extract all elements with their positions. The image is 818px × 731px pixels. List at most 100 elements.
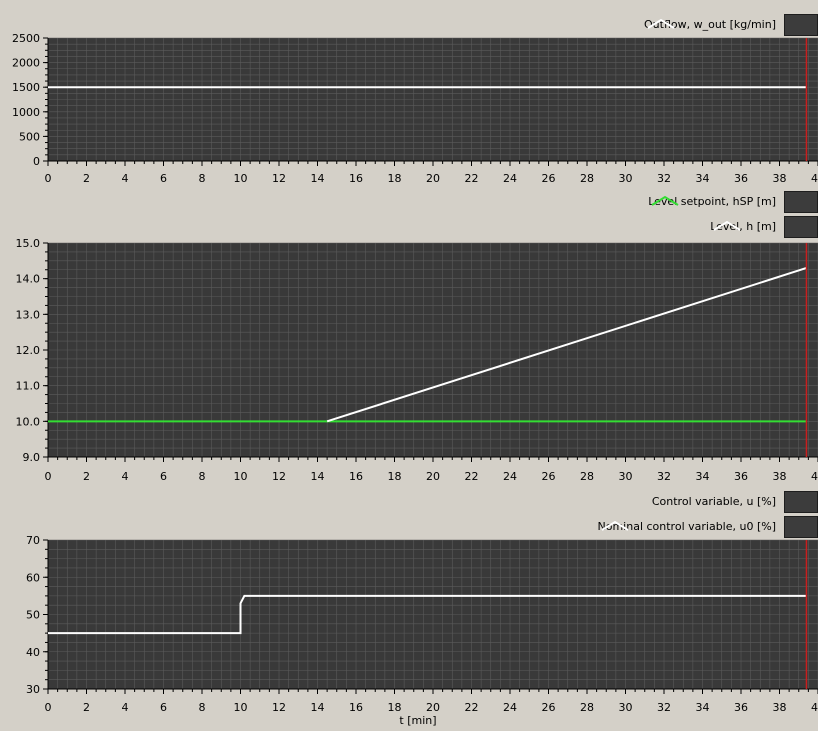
x-tick-label: 26: [542, 701, 556, 714]
x-tick-label: 10: [234, 470, 248, 483]
x-tick-label: 40: [811, 701, 818, 714]
x-tick-label: 36: [734, 470, 748, 483]
y-tick-label: 40: [26, 646, 40, 659]
x-tick-label: 22: [465, 172, 479, 185]
x-tick-label: 34: [696, 172, 710, 185]
y-tick-label: 13.0: [16, 308, 41, 321]
x-tick-label: 30: [619, 172, 633, 185]
x-tick-label: 4: [122, 470, 129, 483]
legend-label: Control variable, u [%]: [651, 495, 776, 508]
y-tick-label: 15.0: [16, 237, 41, 250]
x-tick-label: 6: [160, 470, 167, 483]
y-tick-label: 60: [26, 571, 40, 584]
x-tick-label: 36: [734, 701, 748, 714]
x-tick-label: 0: [45, 172, 52, 185]
x-tick-label: 14: [311, 172, 325, 185]
x-tick-label: 22: [465, 701, 479, 714]
y-tick-label: 50: [26, 609, 40, 622]
x-tick-label: 20: [426, 701, 440, 714]
x-tick-label: 26: [542, 470, 556, 483]
x-tick-label: 38: [773, 701, 787, 714]
x-tick-label: 34: [696, 701, 710, 714]
series-line: [48, 594, 807, 635]
x-tick-label: 10: [234, 701, 248, 714]
x-tick-label: 16: [349, 701, 363, 714]
white-trace-icon[interactable]: [600, 516, 818, 538]
x-tick-label: 28: [580, 701, 594, 714]
y-tick-label: 9.0: [23, 451, 41, 464]
y-tick-label: 12.0: [16, 344, 41, 357]
x-tick-label: 8: [199, 172, 206, 185]
x-tick-label: 0: [45, 701, 52, 714]
x-axis-title: t [min]: [399, 714, 437, 727]
x-tick-label: 24: [503, 470, 517, 483]
x-tick-label: 18: [388, 470, 402, 483]
x-tick-label: 4: [122, 701, 129, 714]
chart-outflow: 0246810121416182022242628303234363840050…: [12, 32, 818, 185]
x-tick-label: 26: [542, 172, 556, 185]
x-tick-label: 32: [657, 172, 671, 185]
legend-control: Control variable, u [%]: [652, 490, 818, 514]
y-tick-label: 10.0: [16, 415, 41, 428]
chart-control: 0246810121416182022242628303234363840304…: [26, 534, 818, 714]
x-tick-label: 28: [580, 172, 594, 185]
legend-label: Nominal control variable, u0 [%]: [597, 520, 777, 533]
x-tick-label: 24: [503, 172, 517, 185]
legend-level: Level, h [m]: [710, 215, 818, 239]
green-trace-icon[interactable]: [651, 191, 818, 213]
x-tick-label: 4: [122, 172, 129, 185]
x-tick-label: 0: [45, 470, 52, 483]
legend-label: Outflow, w_out [kg/min]: [644, 18, 776, 31]
x-tick-label: 38: [773, 470, 787, 483]
x-tick-label: 20: [426, 172, 440, 185]
chart-level: 02468101214161820222426283032343638409.0…: [16, 237, 818, 483]
x-tick-label: 6: [160, 701, 167, 714]
x-tick-label: 40: [811, 470, 818, 483]
x-tick-label: 30: [619, 701, 633, 714]
series-line: [326, 267, 807, 423]
x-tick-label: 2: [83, 701, 90, 714]
x-tick-label: 6: [160, 172, 167, 185]
x-tick-label: 12: [272, 470, 286, 483]
x-tick-label: 12: [272, 701, 286, 714]
y-tick-label: 11.0: [16, 380, 41, 393]
legend-nominal: Nominal control variable, u0 [%]: [598, 515, 818, 539]
x-tick-label: 36: [734, 172, 748, 185]
x-tick-label: 8: [199, 470, 206, 483]
x-tick-label: 20: [426, 470, 440, 483]
x-tick-label: 2: [83, 470, 90, 483]
x-tick-label: 16: [349, 172, 363, 185]
x-tick-label: 18: [388, 172, 402, 185]
legend-setpoint: Level setpoint, hSP [m]: [648, 190, 818, 214]
x-tick-label: 22: [465, 470, 479, 483]
chart-panel-level: 02468101214161820222426283032343638409.0…: [0, 190, 818, 490]
x-tick-label: 30: [619, 470, 633, 483]
y-tick-label: 0: [33, 155, 40, 168]
chart-panel-control: 0246810121416182022242628303234363840304…: [0, 490, 818, 731]
empty-trace-icon[interactable]: [784, 491, 818, 513]
x-tick-label: 38: [773, 172, 787, 185]
x-tick-label: 32: [657, 701, 671, 714]
x-tick-label: 14: [311, 701, 325, 714]
y-tick-label: 2500: [12, 32, 40, 45]
y-tick-label: 70: [26, 534, 40, 547]
legend-outflow: Outflow, w_out [kg/min]: [644, 13, 818, 37]
y-tick-label: 1000: [12, 106, 40, 119]
white-trace-icon[interactable]: [647, 14, 818, 36]
x-tick-label: 10: [234, 172, 248, 185]
y-tick-label: 14.0: [16, 273, 41, 286]
y-tick-label: 2000: [12, 57, 40, 70]
x-tick-label: 28: [580, 470, 594, 483]
y-tick-label: 1500: [12, 81, 40, 94]
chart-panel-outflow: 0246810121416182022242628303234363840050…: [0, 0, 818, 190]
x-tick-label: 40: [811, 172, 818, 185]
x-tick-label: 24: [503, 701, 517, 714]
white-trace-icon[interactable]: [713, 216, 818, 238]
legend-label: Level setpoint, hSP [m]: [648, 195, 776, 208]
x-tick-label: 18: [388, 701, 402, 714]
x-tick-label: 14: [311, 470, 325, 483]
x-tick-label: 12: [272, 172, 286, 185]
x-tick-label: 16: [349, 470, 363, 483]
x-tick-label: 8: [199, 701, 206, 714]
y-tick-label: 500: [19, 130, 40, 143]
